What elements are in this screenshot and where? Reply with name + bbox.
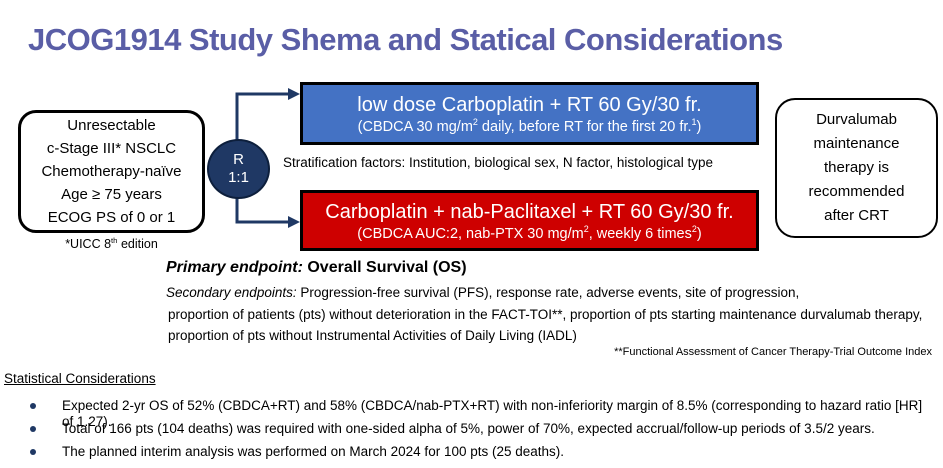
secondary-endpoints-line3: proportion of pts without Instrumental A… <box>168 328 577 343</box>
arrow-to-arm-b-icon <box>288 216 300 228</box>
bullet-dot-icon <box>30 403 36 409</box>
stratification-note: Stratification factors: Institution, bio… <box>283 155 713 170</box>
page-title: JCOG1914 Study Shema and Statical Consid… <box>28 22 783 57</box>
arm-a-detail-text3: ) <box>696 118 702 135</box>
secondary-endpoints-line2: proportion of patients (pts) without det… <box>168 306 923 322</box>
eligibility-line: Unresectable <box>67 117 156 134</box>
randomization-circle: R 1:1 <box>207 139 270 199</box>
arm-a-box: low dose Carboplatin + RT 60 Gy/30 fr. (… <box>300 82 759 145</box>
arm-b-title: Carboplatin + nab-Paclitaxel + RT 60 Gy/… <box>325 200 734 223</box>
durvalumab-note-line: after CRT <box>824 207 889 224</box>
arm-b-detail: (CBDCA AUC:2, nab-PTX 30 mg/m2, weekly 6… <box>303 223 756 243</box>
primary-endpoint-value: Overall Survival (OS) <box>302 259 467 276</box>
arm-a-detail-text: (CBDCA 30 mg/m <box>357 118 473 135</box>
statistics-bullet: Expected 2-yr OS of 52% (CBDCA+RT) and 5… <box>30 398 935 430</box>
arm-a-detail-sup2: 1 <box>691 116 697 127</box>
durvalumab-note-line: recommended <box>808 183 905 200</box>
eligibility-line: c-Stage III* NSCLC <box>46 140 177 157</box>
statistics-bullet: Total of 166 pts (104 deaths) was requir… <box>30 421 935 437</box>
arm-b-box: Carboplatin + nab-Paclitaxel + RT 60 Gy/… <box>300 190 759 251</box>
arm-a-detail-sup: 2 <box>472 116 478 127</box>
primary-endpoint-label: Primary endpoint: <box>166 259 303 276</box>
bullet-dot-icon <box>30 426 36 432</box>
arm-b-detail-sup: 2 <box>583 223 589 234</box>
arm-b-detail-text2: , weekly 6 times <box>588 225 692 242</box>
arm-b-detail-text: (CBDCA AUC:2, nab-PTX 30 mg/m <box>357 225 584 242</box>
arm-a-detail: (CBDCA 30 mg/m2 daily, before RT for the… <box>303 116 756 136</box>
durvalumab-note-line: therapy is <box>823 159 890 176</box>
primary-endpoint-line: Primary endpoint: Overall Survival (OS) <box>166 259 936 277</box>
secondary-endpoints-text: Progression-free survival (PFS), respons… <box>296 285 800 300</box>
bullet-dot-icon <box>30 449 36 455</box>
durvalumab-note-box: Durvalumab maintenance therapy is recomm… <box>775 98 938 238</box>
arm-a-detail-text2: daily, before RT for the first 20 fr. <box>477 118 692 135</box>
randomization-r-label: R <box>233 151 244 168</box>
eligibility-line: Age ≥ 75 years <box>61 186 162 203</box>
eligibility-box: Unresectable c-Stage III* NSCLC Chemothe… <box>18 110 205 233</box>
secondary-endpoints-line1: Secondary endpoints: Progression-free su… <box>166 282 936 304</box>
statistics-bullet: The planned interim analysis was perform… <box>30 444 935 460</box>
eligibility-footnote: *UICC 8th edition <box>18 235 205 251</box>
durvalumab-note-line: Durvalumab <box>816 111 897 128</box>
endpoints-block: Primary endpoint: Overall Survival (OS) … <box>166 259 936 347</box>
statistics-heading: Statistical Considerations <box>4 371 156 386</box>
randomization-ratio-label: 1:1 <box>228 169 249 186</box>
statistics-bullet-text: Total of 166 pts (104 deaths) was requir… <box>62 421 875 436</box>
eligibility-footnote-text2: edition <box>117 237 158 251</box>
arm-a-title: low dose Carboplatin + RT 60 Gy/30 fr. <box>357 93 702 116</box>
eligibility-footnote-sup: th <box>111 235 118 245</box>
eligibility-line: ECOG PS of 0 or 1 <box>47 209 176 226</box>
statistics-bullet-text: Expected 2-yr OS of 52% (CBDCA+RT) and 5… <box>62 398 923 429</box>
arm-b-detail-sup2: 2 <box>691 223 697 234</box>
fact-toi-footnote: **Functional Assessment of Cancer Therap… <box>614 346 932 358</box>
secondary-endpoints-label: Secondary endpoints: <box>166 285 297 300</box>
statistics-bullet-text: The planned interim analysis was perform… <box>62 444 565 459</box>
eligibility-line: Chemotherapy-naïve <box>41 163 182 180</box>
arrow-to-arm-a-icon <box>288 88 300 100</box>
eligibility-footnote-text: *UICC 8 <box>65 237 112 251</box>
durvalumab-note-line: maintenance <box>813 135 900 152</box>
arm-b-detail-text3: ) <box>696 225 702 242</box>
